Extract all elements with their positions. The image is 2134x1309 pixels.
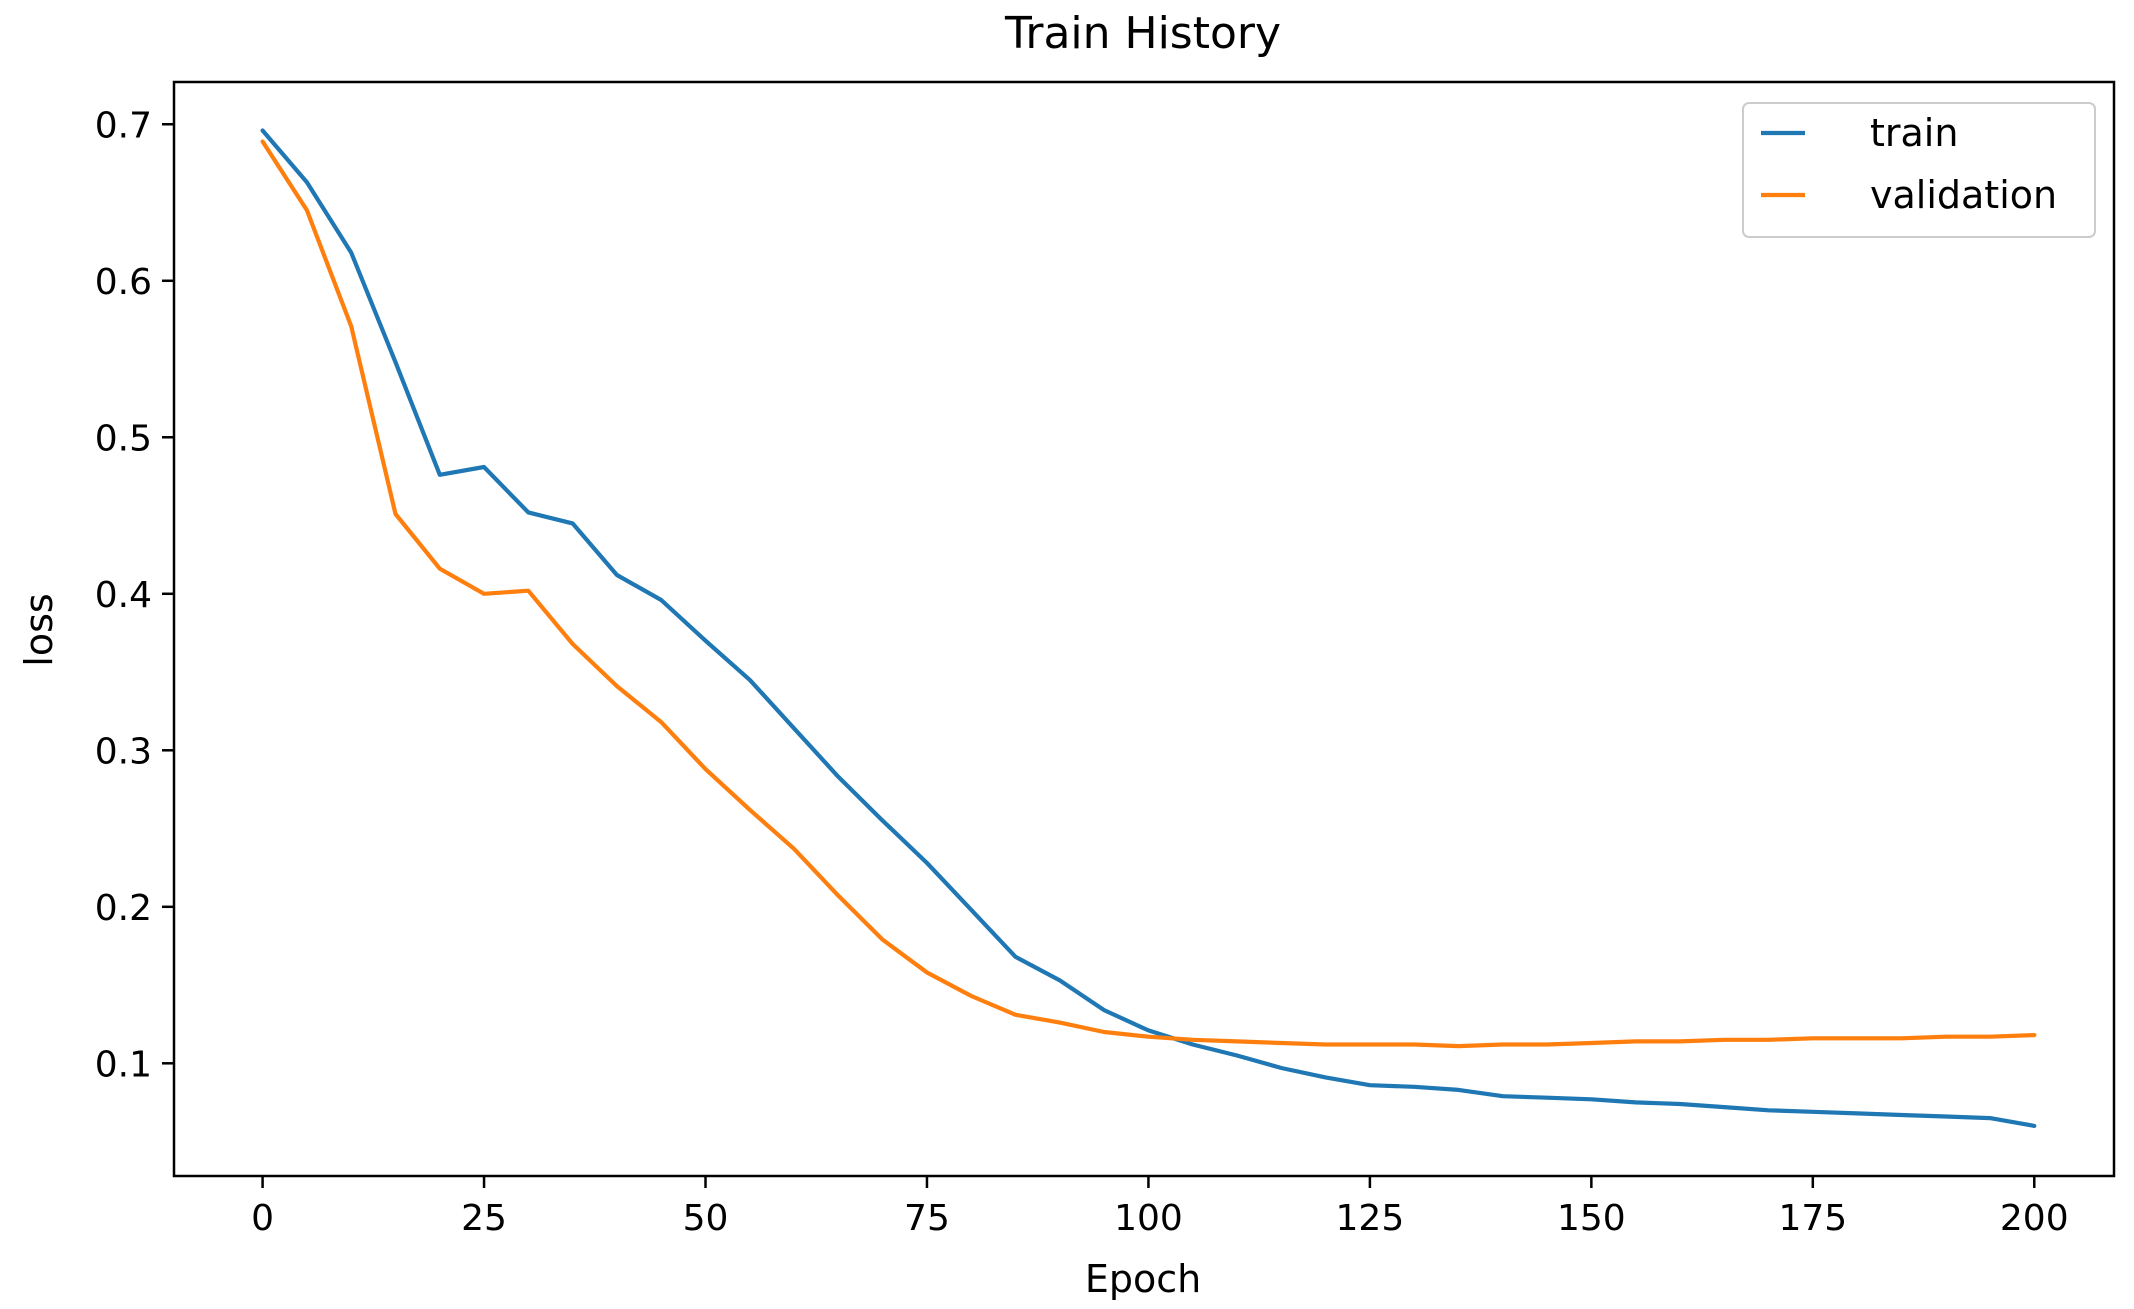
x-tick-label: 75 (904, 1198, 950, 1239)
y-axis-label: loss (17, 593, 61, 666)
x-tick-label: 175 (1778, 1198, 1847, 1239)
x-tick-label: 150 (1557, 1198, 1626, 1239)
series-lines (260, 128, 2037, 1129)
legend-label-validation: validation (1870, 173, 2057, 217)
y-tick-label: 0.1 (95, 1044, 152, 1085)
y-tick-label: 0.7 (95, 105, 152, 146)
series-line-train (260, 128, 2037, 1129)
y-tick-label: 0.2 (95, 888, 152, 929)
x-tick-label: 25 (461, 1198, 507, 1239)
legend: train validation (1742, 102, 2096, 238)
plot-area (172, 80, 2116, 1178)
series-line-validation (260, 139, 2037, 1049)
y-tick-label: 0.6 (95, 262, 152, 303)
chart-title: Train History (1004, 8, 1281, 59)
legend-label-train: train (1870, 111, 1958, 155)
legend-box (1742, 102, 2096, 238)
x-tick-label: 0 (251, 1198, 274, 1239)
y-tick-label: 0.3 (95, 731, 152, 772)
x-axis-label: Epoch (1085, 1257, 1201, 1301)
y-tick-label: 0.5 (95, 418, 152, 459)
y-tick-label: 0.4 (95, 575, 152, 616)
x-tick-label: 100 (1114, 1198, 1183, 1239)
x-axis: 0 25 50 75 100 125 150 175 200 (251, 1176, 2069, 1239)
x-tick-label: 200 (2000, 1198, 2069, 1239)
x-tick-label: 125 (1336, 1198, 1405, 1239)
x-tick-label: 50 (683, 1198, 729, 1239)
y-axis: 0.1 0.2 0.3 0.4 0.5 0.6 0.7 (95, 105, 174, 1085)
